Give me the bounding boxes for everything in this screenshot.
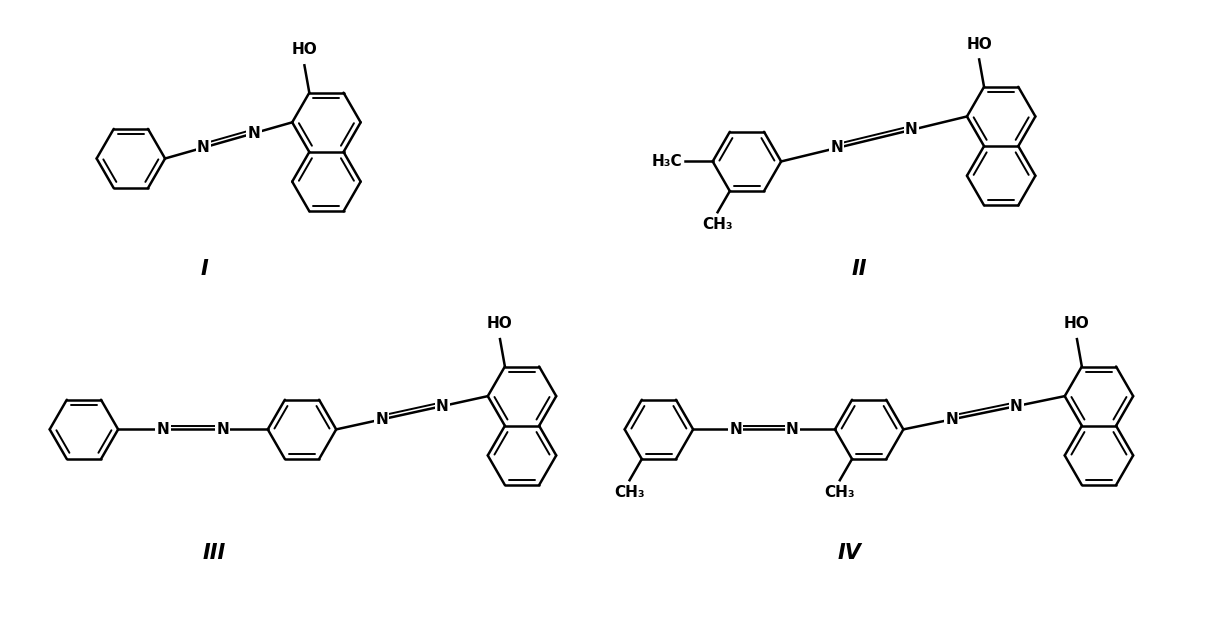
Text: III: III xyxy=(203,543,226,563)
Text: N: N xyxy=(216,422,230,437)
Text: N: N xyxy=(436,399,448,414)
Text: I: I xyxy=(200,259,208,279)
Text: N: N xyxy=(945,412,958,427)
Text: HO: HO xyxy=(966,36,991,51)
Text: CH₃: CH₃ xyxy=(702,217,733,232)
Text: CH₃: CH₃ xyxy=(614,485,645,500)
Text: N: N xyxy=(729,422,742,437)
Text: HO: HO xyxy=(1063,317,1090,332)
Text: N: N xyxy=(248,126,260,141)
Text: II: II xyxy=(851,259,867,279)
Text: N: N xyxy=(1010,399,1023,414)
Text: H₃C: H₃C xyxy=(652,154,683,169)
Text: N: N xyxy=(830,141,844,156)
Text: IV: IV xyxy=(838,543,862,563)
Text: HO: HO xyxy=(292,43,317,58)
Text: N: N xyxy=(786,422,799,437)
Text: N: N xyxy=(905,122,917,138)
Text: N: N xyxy=(197,140,210,155)
Text: N: N xyxy=(156,422,170,437)
Text: HO: HO xyxy=(487,317,513,332)
Text: CH₃: CH₃ xyxy=(824,485,855,500)
Text: N: N xyxy=(375,412,388,427)
